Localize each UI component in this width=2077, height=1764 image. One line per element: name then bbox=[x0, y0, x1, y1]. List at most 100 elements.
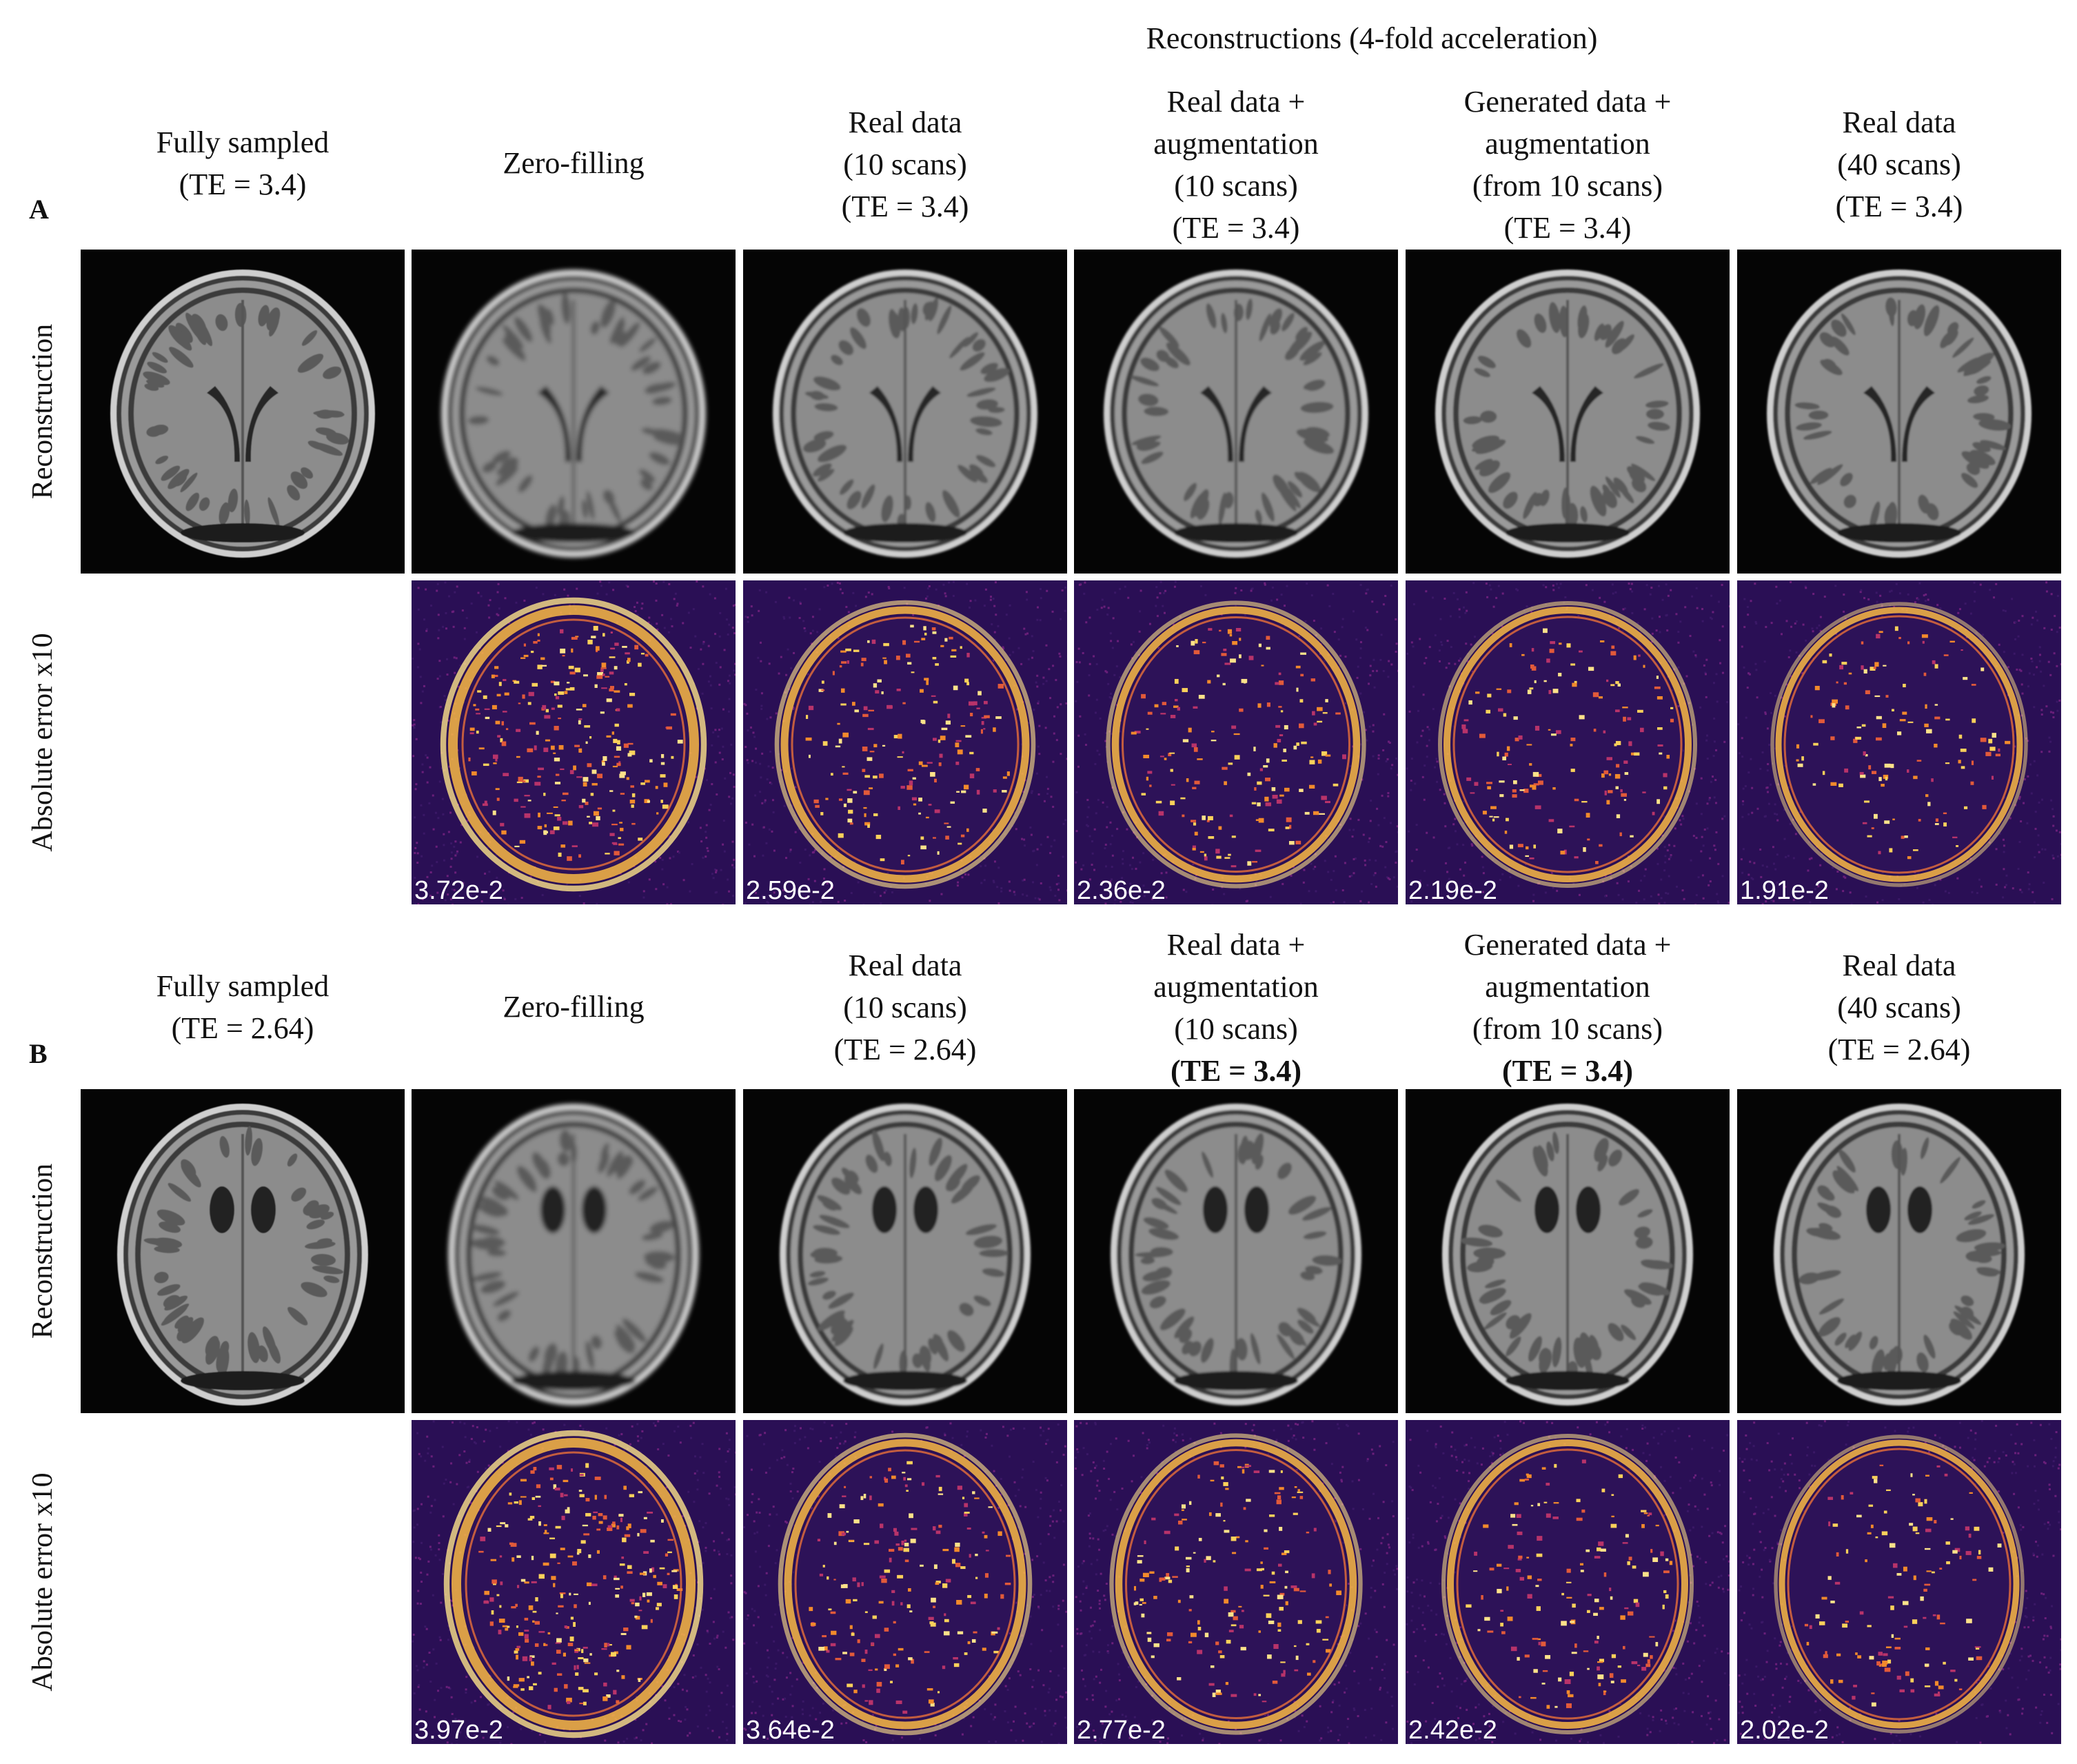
row-label-absolute-error: Absolute error x10 bbox=[27, 1472, 59, 1692]
column-header-line: (TE = 3.4) bbox=[1501, 1054, 1634, 1088]
column-header-line: Real data bbox=[1842, 949, 1956, 982]
column-header-line: (10 scans) bbox=[1174, 1012, 1298, 1046]
column-header: Real data + augmentation (10 scans) (TE = 3… bbox=[1074, 81, 1398, 249]
column-header-line: (40 scans) bbox=[1837, 148, 1961, 181]
mri-slice-image bbox=[1737, 1089, 2061, 1413]
error-map-image bbox=[1406, 580, 1730, 904]
column-header-line: augmentation bbox=[1485, 127, 1650, 161]
mri-slice-image bbox=[743, 1089, 1067, 1413]
error-map: 2.77e-2 bbox=[1074, 1420, 1398, 1744]
error-map-image bbox=[1737, 580, 2061, 904]
error-map-image bbox=[412, 1420, 736, 1744]
row-label-absolute-error: Absolute error x10 bbox=[27, 633, 59, 852]
reconstruction-image bbox=[743, 1089, 1067, 1413]
column-header-line: augmentation bbox=[1153, 127, 1319, 161]
column-header: Fully sampled (TE = 3.4) bbox=[81, 121, 405, 205]
column-header-line: Real data bbox=[1842, 105, 1956, 139]
column-header-line: Generated data + bbox=[1463, 928, 1672, 962]
column-header-line: (TE = 2.64) bbox=[1827, 1033, 1971, 1066]
column-header-line: Real data bbox=[848, 949, 962, 982]
column-header: Zero-filling bbox=[412, 986, 736, 1028]
reconstruction-image bbox=[81, 1089, 405, 1413]
error-value-label: 2.59e-2 bbox=[746, 876, 835, 904]
column-header: Real data (10 scans) (TE = 2.64) bbox=[743, 944, 1067, 1071]
error-map: 3.64e-2 bbox=[743, 1420, 1067, 1744]
column-header-line: (40 scans) bbox=[1837, 991, 1961, 1024]
column-header: Real data + augmentation (10 scans) (TE = 3… bbox=[1074, 924, 1398, 1092]
mri-slice-image bbox=[81, 250, 405, 574]
error-value-label: 2.36e-2 bbox=[1077, 876, 1166, 904]
column-header-line: augmentation bbox=[1153, 970, 1319, 1004]
mri-slice-image bbox=[412, 1089, 736, 1413]
column-header-line: Fully sampled bbox=[156, 969, 330, 1003]
panel-letter: B bbox=[29, 1038, 48, 1069]
column-header-line: (from 10 scans) bbox=[1472, 169, 1663, 203]
reconstruction-image bbox=[412, 250, 736, 574]
column-header: Real data (40 scans) (TE = 3.4) bbox=[1737, 101, 2061, 227]
error-map-image bbox=[1737, 1420, 2061, 1744]
panel-letter: A bbox=[29, 194, 49, 225]
reconstruction-image bbox=[1074, 250, 1398, 574]
mri-slice-image bbox=[1074, 1089, 1398, 1413]
column-header-line: (TE = 3.4) bbox=[1835, 190, 1963, 223]
error-map: 2.59e-2 bbox=[743, 580, 1067, 904]
column-header: Real data (40 scans) (TE = 2.64) bbox=[1737, 944, 2061, 1071]
column-header-line: Generated data + bbox=[1463, 85, 1672, 119]
error-value-label: 2.42e-2 bbox=[1408, 1716, 1497, 1744]
column-header-line: (TE = 3.4) bbox=[1170, 1054, 1302, 1088]
column-header-line: (TE = 2.64) bbox=[833, 1033, 977, 1066]
error-map: 1.91e-2 bbox=[1737, 580, 2061, 904]
error-value-label: 2.02e-2 bbox=[1740, 1716, 1829, 1744]
reconstruction-image bbox=[1406, 1089, 1730, 1413]
mri-slice-image bbox=[1074, 250, 1398, 574]
column-header-line: (10 scans) bbox=[843, 991, 967, 1024]
error-map-image bbox=[1074, 580, 1398, 904]
error-map: 2.42e-2 bbox=[1406, 1420, 1730, 1744]
mri-slice-image bbox=[1737, 250, 2061, 574]
error-map-image bbox=[743, 580, 1067, 904]
reconstruction-image bbox=[1074, 1089, 1398, 1413]
error-map: 3.72e-2 bbox=[412, 580, 736, 904]
error-value-label: 2.77e-2 bbox=[1077, 1716, 1166, 1744]
column-header-line: (TE = 3.4) bbox=[841, 190, 969, 223]
column-header-line: Real data bbox=[848, 105, 962, 139]
error-map: 2.02e-2 bbox=[1737, 1420, 2061, 1744]
column-header: Real data (10 scans) (TE = 3.4) bbox=[743, 101, 1067, 227]
column-header-line: Zero-filling bbox=[503, 990, 645, 1024]
error-value-label: 3.64e-2 bbox=[746, 1716, 835, 1744]
column-header-line: (10 scans) bbox=[843, 148, 967, 181]
error-value-label: 1.91e-2 bbox=[1740, 876, 1829, 904]
error-map: 2.19e-2 bbox=[1406, 580, 1730, 904]
column-header-line: (from 10 scans) bbox=[1472, 1012, 1663, 1046]
reconstruction-image bbox=[1737, 1089, 2061, 1413]
column-header-line: Fully sampled bbox=[156, 125, 330, 159]
row-label-reconstruction: Reconstruction bbox=[27, 323, 59, 500]
error-map: 2.36e-2 bbox=[1074, 580, 1398, 904]
column-header: Generated data + augmentation (from 10 sca… bbox=[1406, 924, 1730, 1092]
figure-title: Reconstructions (4-fold acceleration) bbox=[1146, 21, 1598, 55]
column-header-line: (10 scans) bbox=[1174, 169, 1298, 203]
error-value-label: 3.97e-2 bbox=[414, 1716, 503, 1744]
row-label-reconstruction: Reconstruction bbox=[27, 1163, 59, 1339]
column-header-line: Zero-filling bbox=[503, 146, 645, 180]
column-header-line: (TE = 2.64) bbox=[171, 1011, 314, 1045]
error-value-label: 3.72e-2 bbox=[414, 876, 503, 904]
error-map-image bbox=[743, 1420, 1067, 1744]
mri-slice-image bbox=[1406, 1089, 1730, 1413]
mri-slice-image bbox=[412, 250, 736, 574]
column-header-line: Real data + bbox=[1166, 928, 1306, 962]
error-map-image bbox=[1074, 1420, 1398, 1744]
reconstruction-image bbox=[1406, 250, 1730, 574]
reconstruction-image bbox=[743, 250, 1067, 574]
column-header: Generated data + augmentation (from 10 sca… bbox=[1406, 81, 1730, 249]
column-header: Fully sampled (TE = 2.64) bbox=[81, 965, 405, 1049]
column-header-line: augmentation bbox=[1485, 970, 1650, 1004]
error-map: 3.97e-2 bbox=[412, 1420, 736, 1744]
reconstruction-image bbox=[81, 250, 405, 574]
column-header-line: (TE = 3.4) bbox=[179, 168, 307, 201]
error-map-image bbox=[1406, 1420, 1730, 1744]
mri-slice-image bbox=[1406, 250, 1730, 574]
mri-slice-image bbox=[743, 250, 1067, 574]
column-header-line: (TE = 3.4) bbox=[1503, 211, 1632, 245]
column-header-line: Real data + bbox=[1166, 85, 1306, 119]
